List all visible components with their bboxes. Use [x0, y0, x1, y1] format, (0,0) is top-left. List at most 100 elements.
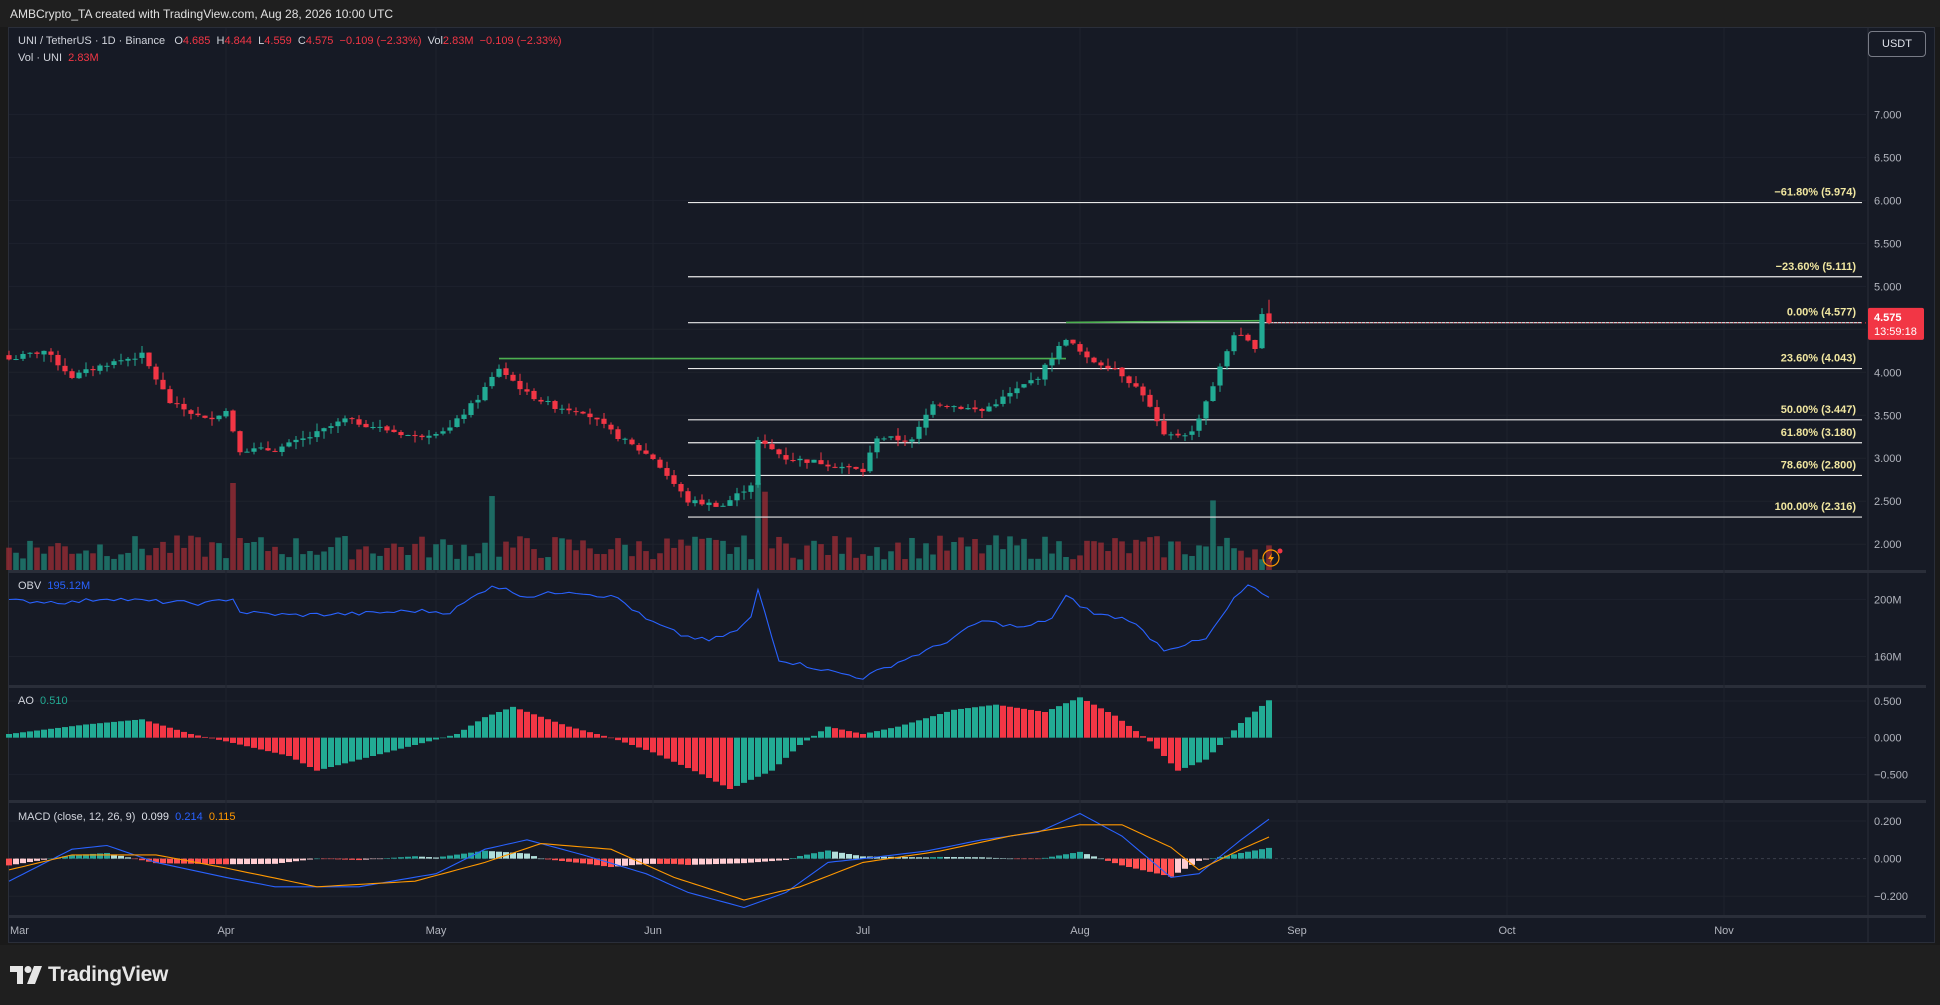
ao-bar	[629, 737, 635, 745]
ao-bar	[363, 737, 369, 758]
volume-bar	[13, 552, 19, 570]
macd-histogram-bar	[741, 858, 747, 864]
macd-histogram-bar	[125, 857, 131, 859]
candle-body	[440, 431, 446, 434]
candle-body	[720, 505, 726, 507]
macd-histogram-bar	[1119, 858, 1125, 866]
macd-histogram-bar	[433, 857, 439, 859]
candle-body	[314, 431, 320, 438]
volume-bar	[755, 483, 761, 570]
volume-bar	[1252, 549, 1258, 570]
obv-label[interactable]: OBV	[18, 580, 42, 592]
macd-label[interactable]: MACD (close, 12, 26, 9)	[18, 811, 136, 823]
volume-bar	[300, 554, 306, 570]
candle-body	[55, 354, 61, 366]
ao-label[interactable]: AO	[18, 695, 34, 707]
volume-bar	[181, 547, 187, 570]
time-tick-label: Mar	[10, 925, 29, 937]
candle-body	[419, 435, 425, 438]
candle-body	[356, 419, 362, 425]
candle-body	[1084, 351, 1090, 358]
candle-body	[272, 450, 278, 452]
ao-bar	[237, 737, 243, 745]
vol-row-label[interactable]: Vol · UNI	[18, 52, 63, 64]
volume-bar	[622, 544, 628, 570]
symbol-title[interactable]: UNI / TetherUS · 1D · Binance	[18, 35, 166, 47]
volume-bar	[986, 545, 992, 570]
candle-body	[1049, 359, 1055, 366]
ao-bar	[1133, 731, 1139, 738]
volume-bar	[608, 549, 614, 570]
time-tick-label: Sep	[1287, 925, 1307, 937]
candle-body	[965, 408, 971, 410]
top-bar: AMBCrypto_TA created with TradingView.co…	[0, 0, 1940, 27]
candle-body	[209, 417, 215, 420]
currency-button[interactable]: USDT	[1868, 31, 1926, 57]
ao-bar	[860, 734, 866, 738]
candle-body	[559, 408, 565, 410]
candle-body	[237, 431, 243, 453]
macd-histogram-bar	[1175, 858, 1181, 873]
ao-bar	[41, 729, 47, 738]
tradingview-logo[interactable]: TradingView	[10, 962, 168, 988]
volume-bar	[615, 538, 621, 570]
ao-bar	[1035, 710, 1041, 738]
ao-bar	[314, 737, 320, 771]
volume-bar	[195, 537, 201, 570]
ao-bar	[993, 704, 999, 738]
volume-bar	[776, 536, 782, 570]
volume-bar	[1210, 500, 1216, 570]
volume-bar	[265, 551, 271, 570]
macd-histogram-bar	[685, 858, 691, 865]
macd-histogram-bar	[27, 858, 33, 863]
close-label: C	[297, 35, 306, 47]
volume-bar	[391, 543, 397, 570]
candle-body	[27, 352, 33, 354]
ao-legend: AO 0.510	[18, 695, 68, 707]
macd-histogram-bar	[328, 858, 334, 860]
macd-legend: MACD (close, 12, 26, 9) 0.099 0.214 0.11…	[18, 811, 236, 823]
macd-histogram-bar	[727, 858, 733, 864]
volume-bar	[34, 547, 40, 570]
candle-body	[398, 432, 404, 436]
macd-histogram-bar	[195, 858, 201, 864]
macd-histogram-bar	[286, 858, 292, 863]
volume-bar	[930, 554, 936, 570]
ao-bar	[377, 737, 383, 755]
macd-histogram-bar	[1217, 856, 1223, 859]
volume-bar	[867, 555, 873, 570]
candle-body	[1140, 386, 1146, 396]
macd-histogram-bar	[1112, 858, 1118, 864]
volume-bar	[874, 547, 880, 570]
volume-bar	[202, 556, 208, 570]
volume-bar	[678, 539, 684, 570]
candle-body	[825, 464, 831, 467]
candle-body	[1217, 366, 1223, 386]
price-tick-label: 4.000	[1874, 367, 1902, 379]
candle-body	[601, 418, 607, 424]
candle-body	[1147, 394, 1153, 407]
macd-histogram-bar	[580, 858, 586, 864]
macd-histogram-bar	[1210, 858, 1216, 859]
price-tick-label: 6.000	[1874, 195, 1902, 207]
macd-histogram-bar	[363, 858, 369, 860]
ao-bar	[482, 717, 488, 738]
ao-bar	[1091, 704, 1097, 738]
macd-histogram-bar	[832, 851, 838, 859]
candle-body	[545, 400, 551, 402]
candle-body	[34, 352, 40, 354]
volume-bar	[1203, 546, 1209, 570]
candle-body	[832, 466, 838, 468]
volume-bar	[748, 559, 754, 570]
chart-frame[interactable]	[8, 27, 1935, 943]
obv-tick-label: 160M	[1874, 651, 1902, 663]
macd-histogram-bar	[300, 858, 306, 861]
ao-bar	[692, 737, 698, 772]
ao-bar	[391, 737, 397, 751]
macd-histogram-bar	[923, 857, 929, 859]
candle-body	[202, 415, 208, 418]
volume-bar	[517, 536, 523, 570]
macd-histogram-bar	[412, 856, 418, 859]
candle-body	[776, 449, 782, 455]
